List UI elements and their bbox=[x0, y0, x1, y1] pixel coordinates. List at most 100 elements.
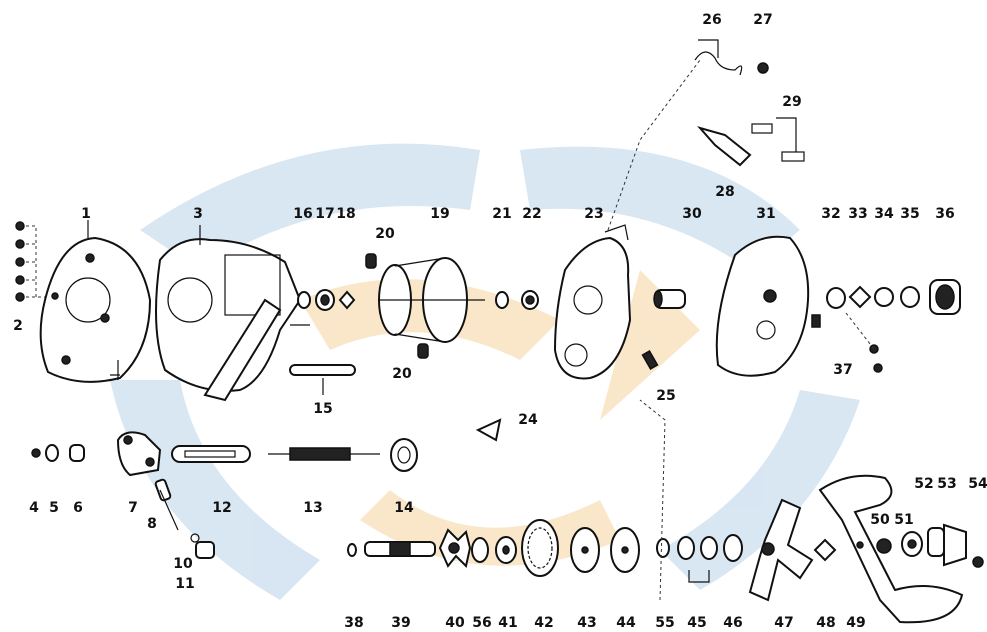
label-16: 16 bbox=[293, 206, 312, 222]
label-19: 19 bbox=[430, 206, 449, 222]
bushing-part-30 bbox=[653, 289, 686, 309]
washer-part-41 bbox=[495, 536, 517, 564]
cap-part-36 bbox=[929, 279, 961, 315]
side-plate-part-23 bbox=[553, 224, 632, 380]
screw-set-part-2 bbox=[15, 221, 60, 302]
label-34: 34 bbox=[874, 206, 894, 222]
label-20-lower: 20 bbox=[392, 366, 412, 382]
washer-part-34 bbox=[874, 287, 894, 307]
label-39: 39 bbox=[391, 615, 410, 631]
label-13: 13 bbox=[303, 500, 322, 516]
label-40: 40 bbox=[445, 615, 465, 631]
label-11: 11 bbox=[175, 576, 194, 592]
lever-part-28 bbox=[697, 126, 752, 167]
leader-lines bbox=[110, 59, 701, 601]
label-26: 26 bbox=[702, 12, 721, 28]
pin-part-20-lower bbox=[417, 343, 429, 359]
ring-part-35 bbox=[900, 286, 920, 308]
washer-part-33 bbox=[848, 285, 872, 309]
main-gear-part-42 bbox=[521, 519, 559, 577]
ring-part-10 bbox=[190, 533, 200, 543]
label-38: 38 bbox=[344, 615, 363, 631]
pin-part-20-upper bbox=[365, 253, 377, 269]
label-51: 51 bbox=[894, 512, 913, 528]
label-29: 29 bbox=[782, 94, 801, 110]
spring-set-part-29 bbox=[751, 117, 805, 162]
spring-part-25 bbox=[641, 350, 659, 370]
label-54: 54 bbox=[968, 476, 987, 492]
side-plate-part-1 bbox=[39, 220, 152, 383]
star-drag-part-47 bbox=[748, 498, 814, 602]
frame-part-3 bbox=[155, 225, 310, 402]
screw-part-54 bbox=[972, 556, 984, 568]
cap-part-52 bbox=[927, 527, 945, 557]
washers-part-45 bbox=[677, 536, 718, 583]
screws-part-37 bbox=[845, 312, 883, 373]
disc-part-44 bbox=[610, 527, 640, 573]
label-6: 6 bbox=[73, 500, 83, 516]
washer-part-21 bbox=[495, 291, 509, 309]
label-36: 36 bbox=[935, 206, 954, 222]
label-25: 25 bbox=[656, 388, 675, 404]
washer-part-48 bbox=[813, 538, 837, 562]
label-56: 56 bbox=[472, 615, 491, 631]
label-3: 3 bbox=[193, 206, 203, 222]
worm-shaft-part-13 bbox=[268, 447, 380, 461]
label-27: 27 bbox=[753, 12, 772, 28]
label-41: 41 bbox=[498, 615, 517, 631]
label-2: 2 bbox=[13, 318, 23, 334]
label-17: 17 bbox=[315, 206, 334, 222]
nut-part-51 bbox=[901, 531, 923, 557]
disc-part-43 bbox=[570, 527, 600, 573]
label-49: 49 bbox=[846, 615, 865, 631]
label-10: 10 bbox=[173, 556, 193, 572]
label-15: 15 bbox=[313, 401, 332, 417]
label-5: 5 bbox=[49, 500, 59, 516]
label-35: 35 bbox=[900, 206, 919, 222]
clip-part-26 bbox=[694, 39, 743, 76]
washer-part-38 bbox=[347, 543, 357, 557]
label-31: 31 bbox=[756, 206, 775, 222]
bushing-part-22 bbox=[521, 290, 539, 310]
label-53: 53 bbox=[937, 476, 956, 492]
shaft-part-39 bbox=[364, 541, 436, 557]
label-45: 45 bbox=[687, 615, 706, 631]
label-12: 12 bbox=[212, 500, 231, 516]
nut-part-50 bbox=[876, 538, 892, 554]
label-42: 42 bbox=[534, 615, 553, 631]
label-33: 33 bbox=[848, 206, 867, 222]
label-22: 22 bbox=[522, 206, 541, 222]
label-55: 55 bbox=[655, 615, 674, 631]
label-32: 32 bbox=[821, 206, 840, 222]
label-46: 46 bbox=[723, 615, 742, 631]
label-23: 23 bbox=[584, 206, 603, 222]
label-14: 14 bbox=[394, 500, 414, 516]
handle-part-49 bbox=[818, 474, 964, 624]
label-48: 48 bbox=[816, 615, 835, 631]
housing-part-31 bbox=[715, 235, 821, 377]
label-20-upper: 20 bbox=[375, 226, 395, 242]
label-1: 1 bbox=[81, 206, 91, 222]
part-labels: 1 2 3 4 5 6 7 8 10 11 12 13 14 15 16 17 … bbox=[13, 12, 987, 631]
bushing-part-46 bbox=[723, 534, 743, 562]
bushing-part-32 bbox=[826, 287, 846, 309]
plate-part-53 bbox=[943, 523, 967, 567]
screw-part-4 bbox=[31, 448, 41, 458]
label-7: 7 bbox=[128, 500, 138, 516]
label-43: 43 bbox=[577, 615, 596, 631]
label-28: 28 bbox=[715, 184, 734, 200]
label-44: 44 bbox=[616, 615, 636, 631]
cap-part-6 bbox=[69, 444, 85, 462]
label-24: 24 bbox=[518, 412, 538, 428]
pinion-part-14 bbox=[390, 438, 418, 472]
spring-part-8 bbox=[154, 478, 172, 502]
nut-part-11 bbox=[195, 541, 215, 559]
label-47: 47 bbox=[774, 615, 793, 631]
washer-part-5 bbox=[45, 444, 59, 462]
label-4: 4 bbox=[29, 500, 39, 516]
label-21: 21 bbox=[492, 206, 511, 222]
bracket-part-7 bbox=[116, 431, 162, 477]
washer-part-56 bbox=[471, 537, 489, 563]
bushing-part-17 bbox=[315, 289, 335, 311]
